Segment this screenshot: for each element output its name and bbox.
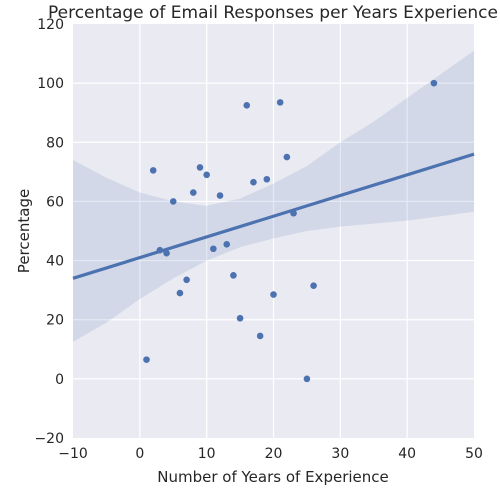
data-point [236,314,244,322]
x-tick-labels: −10 0 10 20 30 40 50 [58,446,483,462]
data-point [263,175,271,183]
regression-line [72,152,475,280]
x-tick-label: 0 [135,446,144,462]
y-tick-label: 20 [46,313,64,329]
data-point [216,192,224,199]
data-point [283,153,291,161]
data-point [203,171,210,179]
x-tick-label: 40 [398,446,416,462]
data-point [210,245,217,253]
y-tick-labels: −20 0 20 40 60 80 100 120 [34,17,64,447]
data-point [196,164,204,171]
data-point [290,209,297,217]
data-point [149,167,157,174]
data-point [163,249,170,257]
data-point [430,79,438,87]
data-point [310,282,317,290]
y-tick-label: 0 [55,372,64,388]
data-point [169,198,177,205]
data-point [190,189,197,196]
x-tick-label: 30 [331,446,349,462]
y-tick-label: 120 [37,17,64,33]
data-point [183,276,190,284]
x-tick-label: 20 [265,446,283,462]
y-tick-label: 100 [37,76,64,92]
confidence-band [73,50,474,342]
data-point [143,356,150,363]
data-point [243,102,251,109]
y-tick-label: 80 [46,135,64,151]
y-tick-label: 40 [46,254,64,270]
grid-lines-x [139,24,408,438]
data-point [250,178,257,186]
x-tick-label: 50 [465,446,483,462]
grid-lines-y [73,82,474,380]
data-point [176,289,184,297]
data-point [230,272,237,279]
data-point [156,246,164,254]
x-tick-label: 10 [198,446,216,462]
y-axis-label: Percentage [15,189,33,273]
y-tick-label: 60 [46,194,64,210]
y-tick-label: −20 [34,431,64,447]
data-point [270,291,277,298]
data-point [223,241,231,248]
data-point [276,99,284,106]
data-point [303,375,311,383]
x-axis-label: Number of Years of Experience [157,468,388,486]
data-point [256,332,264,340]
chart-title: Percentage of Email Responses per Years … [48,3,498,23]
data-points [143,79,438,383]
x-tick-label: −10 [58,446,88,462]
